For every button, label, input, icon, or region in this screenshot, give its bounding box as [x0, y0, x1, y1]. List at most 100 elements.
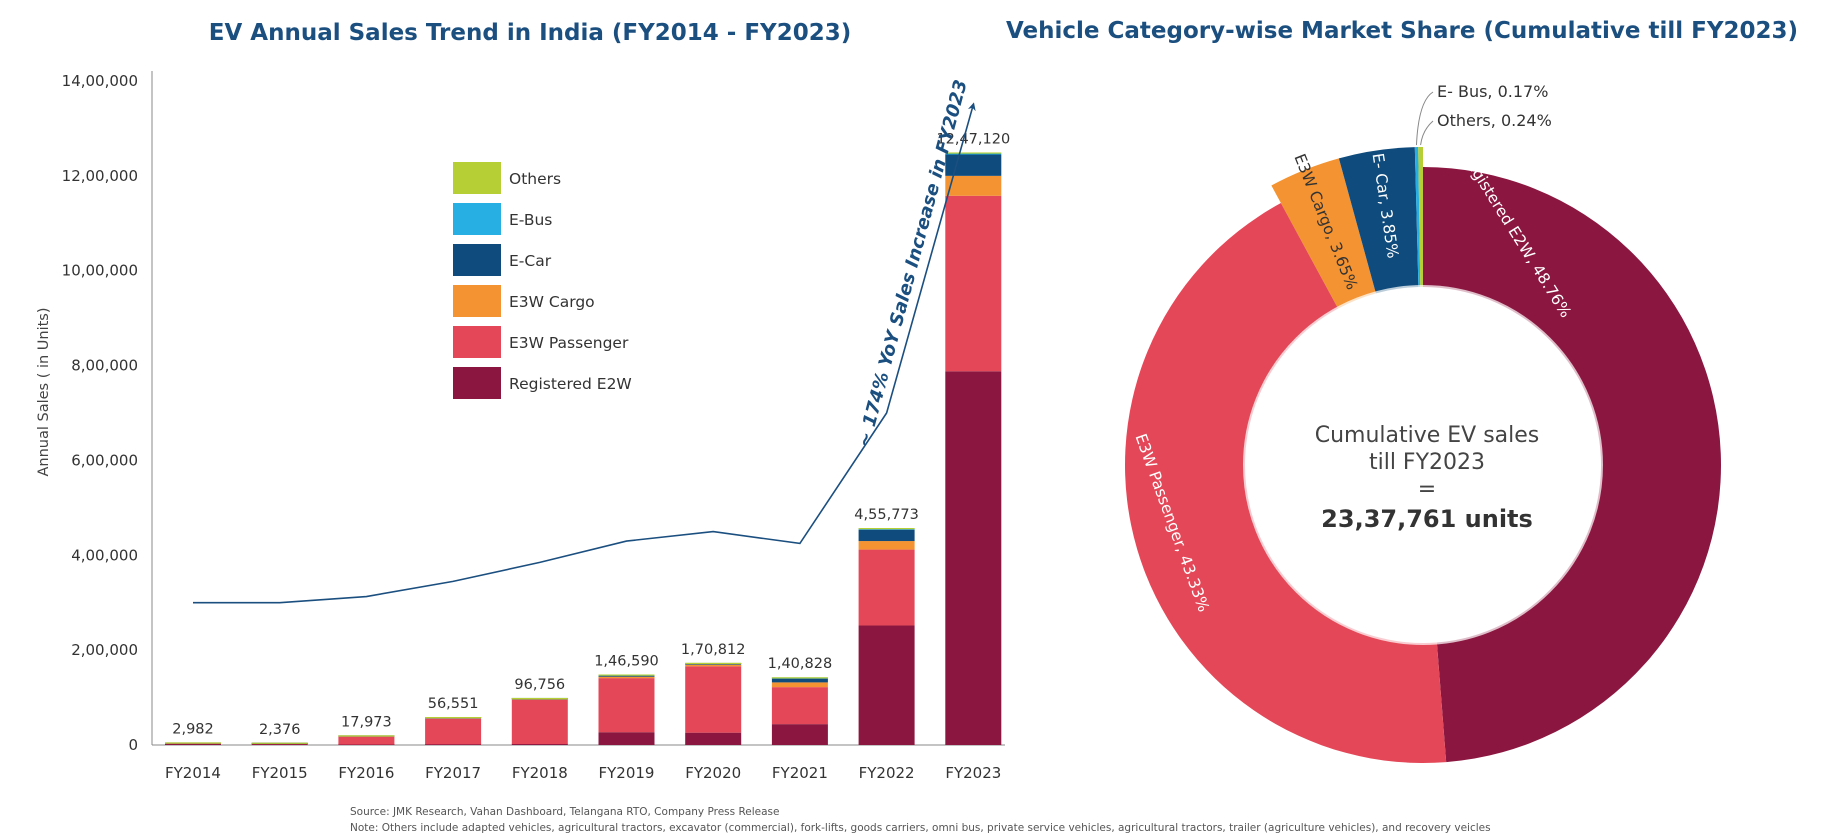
donut-slice — [1418, 147, 1423, 288]
y-axis-label: Annual Sales ( in Units) — [36, 307, 52, 476]
y-tick-label: 4,00,000 — [71, 546, 138, 564]
donut-slice — [1271, 158, 1376, 309]
bar-segment — [858, 541, 915, 550]
legend-swatch — [453, 285, 501, 317]
bar-segment — [858, 528, 915, 530]
leader-line — [1420, 120, 1434, 146]
bar-segment — [771, 724, 828, 745]
bar-segment — [598, 732, 655, 745]
bar-segment — [511, 699, 568, 745]
legend-swatch — [453, 203, 501, 235]
bar-chart-title: EV Annual Sales Trend in India (FY2014 -… — [209, 20, 851, 46]
source-note: Source: JMK Research, Vahan Dashboard, T… — [350, 806, 780, 818]
bar-segment — [598, 674, 655, 676]
legend-item: E3W Passenger — [453, 326, 629, 358]
x-axis-ticks: FY2014 FY2015 FY2016 FY2017 FY2018 FY2019 FY20… — [165, 764, 1001, 782]
x-tick-label: FY2019 — [599, 764, 655, 782]
bar-segment — [251, 742, 308, 744]
footer-notes: Source: JMK Research, Vahan Dashboard, T… — [350, 804, 1491, 836]
y-tick-label: 0 — [128, 736, 138, 754]
x-tick-label: FY2020 — [685, 764, 741, 782]
donut-slice — [1414, 147, 1421, 288]
donut-center-line1: Cumulative EV sales — [1315, 423, 1540, 448]
y-axis-ticks: 0 2,00,000 4,00,000 6,00,000 8,00,000 10,00,0… — [62, 72, 138, 754]
donut-inner-ring — [1243, 285, 1603, 645]
y-tick-label: 6,00,000 — [71, 451, 138, 469]
donut-center-total: 23,37,761 units — [1321, 505, 1533, 533]
bar-segment — [945, 154, 1002, 176]
bar-segment — [858, 549, 915, 626]
bar-segment — [771, 687, 828, 725]
bar-segment — [858, 625, 915, 745]
legend-label: Registered E2W — [509, 375, 632, 393]
legend-swatch — [453, 367, 501, 399]
bar-total-label: 2,376 — [259, 722, 301, 738]
bar-total-label: 17,973 — [341, 714, 392, 730]
footnote: Note: Others include adapted vehicles, a… — [350, 822, 1491, 834]
x-tick-label: FY2018 — [512, 764, 568, 782]
legend-swatch — [453, 244, 501, 276]
bar-total-label: 4,55,773 — [854, 507, 919, 523]
x-tick-label: FY2021 — [772, 764, 828, 782]
x-tick-label: FY2016 — [338, 764, 394, 782]
bar-segment — [251, 743, 308, 745]
bar-segment — [945, 175, 1002, 196]
y-tick-label: 10,00,000 — [62, 262, 138, 280]
bar-segment — [771, 678, 828, 683]
bar-total-label: 1,70,812 — [681, 642, 746, 658]
trend-line-group — [193, 102, 976, 604]
bar-legend: Others E-Bus E-Car E3W Cargo E3W Passenger Re… — [453, 162, 632, 399]
y-tick-label: 14,00,000 — [62, 72, 138, 90]
legend-label: Others — [509, 170, 561, 188]
legend-label: E3W Cargo — [509, 293, 595, 311]
donut-center-line3: = — [1418, 477, 1436, 502]
bar-total-label: 96,756 — [514, 677, 565, 693]
bar-total-labels: 2,982 2,376 17,973 56,551 96,756 1,46,590 1,70… — [172, 132, 1010, 738]
bar-segment — [685, 732, 742, 745]
donut-slice — [1124, 203, 1447, 763]
bar-segment — [598, 678, 655, 733]
bar-segment — [685, 666, 742, 733]
donut-outer-label: E- Bus, 0.17% — [1437, 82, 1548, 101]
leader-line — [1415, 91, 1434, 146]
x-tick-label: FY2014 — [165, 764, 221, 782]
bar-segment — [338, 736, 395, 745]
bar-total-label: 1,40,828 — [768, 656, 833, 672]
bar-segment — [945, 195, 1002, 372]
x-tick-label: FY2017 — [425, 764, 481, 782]
bar-segment — [425, 716, 482, 719]
x-tick-label: FY2023 — [945, 764, 1001, 782]
legend-swatch — [453, 162, 501, 194]
bar-segment — [771, 677, 828, 679]
bar-segment — [685, 664, 742, 667]
bar-segment — [945, 153, 1002, 155]
bar-segment — [511, 697, 568, 700]
bar-segment — [165, 742, 221, 744]
donut-outer-labels: E- Bus, 0.17% Others, 0.24% — [1415, 82, 1552, 146]
legend-item: Others — [453, 162, 561, 194]
bar-segment — [598, 676, 655, 679]
bar-segment — [425, 718, 482, 745]
legend-item: Registered E2W — [453, 367, 632, 399]
y-tick-label: 2,00,000 — [71, 641, 138, 659]
legend-swatch — [453, 326, 501, 358]
legend-item: E-Car — [453, 244, 552, 276]
bar-total-label: 56,551 — [428, 696, 479, 712]
bar-segment — [771, 682, 828, 688]
donut-chart-title: Vehicle Category-wise Market Share (Cumu… — [1006, 18, 1798, 44]
bar-segment — [858, 529, 915, 542]
legend-label: E-Car — [509, 252, 552, 270]
bar-stacks — [165, 152, 1002, 745]
donut-slice — [1423, 167, 1722, 763]
bar-segment — [945, 152, 1002, 154]
legend-label: E3W Passenger — [509, 334, 629, 352]
legend-label: E-Bus — [509, 211, 552, 229]
donut-center-line2: till FY2023 — [1369, 450, 1485, 475]
bar-segment — [165, 743, 221, 745]
bar-segment — [511, 743, 568, 745]
x-tick-label: FY2015 — [252, 764, 308, 782]
legend-item: E-Bus — [453, 203, 552, 235]
trend-line — [193, 102, 976, 604]
bar-segment — [338, 735, 395, 737]
